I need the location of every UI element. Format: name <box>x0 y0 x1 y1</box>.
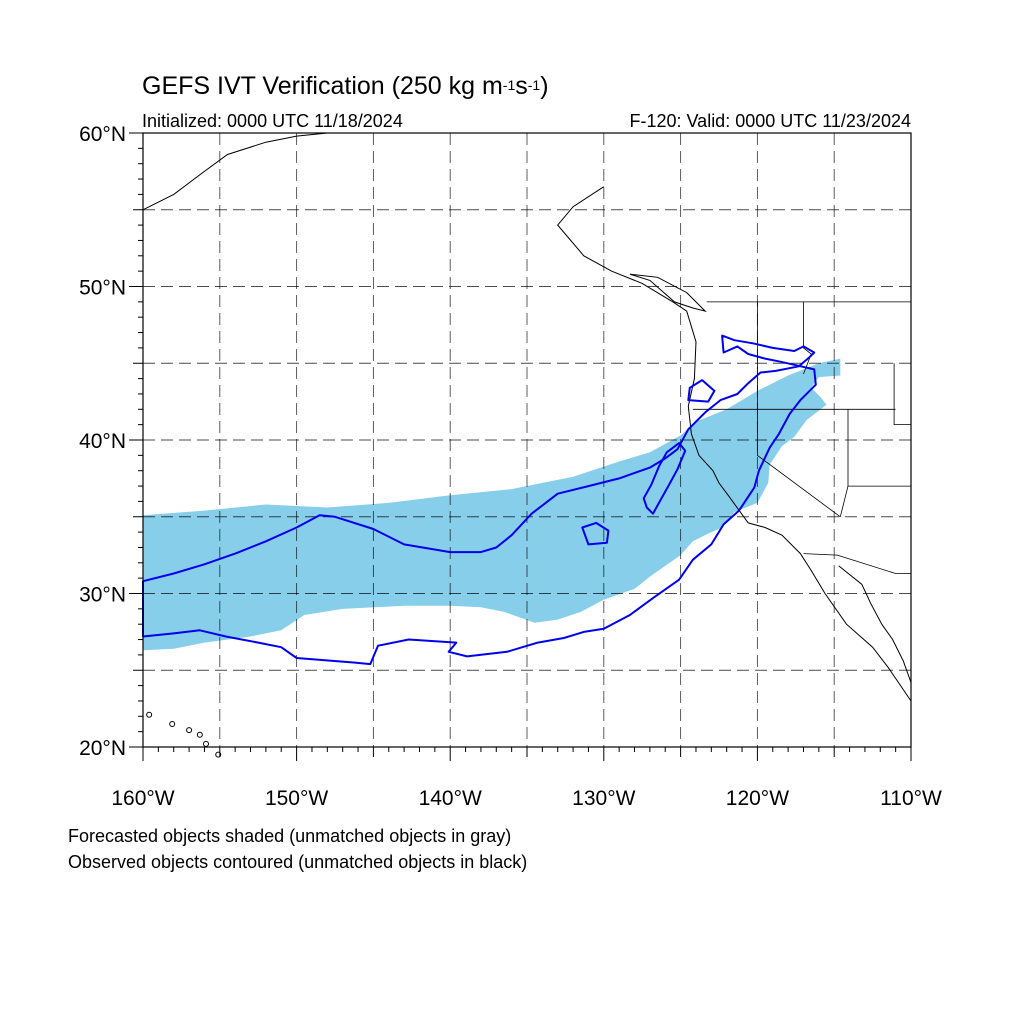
map-frame-layer <box>129 132 912 761</box>
hawaii-island <box>186 727 193 734</box>
forecast-object-layer <box>143 358 841 651</box>
state-border <box>803 301 812 375</box>
longitude-label: 150°W <box>265 787 328 810</box>
hawaii-island <box>169 720 176 727</box>
axis-label-layer: 60°N 50°N 40°N 30°N 20°N 160°W 150°W 140°W 130°W… <box>79 123 942 810</box>
state-border <box>803 553 911 574</box>
longitude-label: 120°W <box>726 787 789 810</box>
latitude-label: 60°N <box>79 123 126 146</box>
observed-legend-note: Observed objects contoured (unmatched ob… <box>68 852 528 872</box>
longitude-label: 130°W <box>572 787 635 810</box>
hawaii-island <box>202 740 209 747</box>
observed-object-contour <box>581 521 610 546</box>
pacific-coastline <box>557 186 912 702</box>
gulf-of-california-coast <box>838 565 912 683</box>
observed-object-contour <box>642 442 687 515</box>
init-time-label: Initialized: 0000 UTC 11/18/2024 <box>142 111 403 131</box>
valid-time-label: F-120: Valid: 0000 UTC 11/23/2024 <box>629 111 911 131</box>
alaska-coastline <box>142 132 328 211</box>
latitude-label: 40°N <box>79 430 126 453</box>
hawaii-island <box>196 731 203 738</box>
state-border <box>893 363 911 426</box>
latitude-label: 30°N <box>79 584 126 607</box>
longitude-label: 140°W <box>419 787 482 810</box>
observed-object-layer <box>142 334 817 666</box>
state-border <box>839 409 849 517</box>
map-title: GEFS IVT Verification (250 kg m-1s-1) <box>142 72 549 100</box>
longitude-label: 110°W <box>880 787 942 810</box>
forecast-legend-note: Forecasted objects shaded (unmatched obj… <box>68 826 512 846</box>
observed-object-contour <box>142 334 817 666</box>
hawaii-island <box>215 751 222 758</box>
observed-object-contour <box>687 379 716 403</box>
latitude-label: 50°N <box>79 277 126 300</box>
latitude-label: 20°N <box>79 737 126 760</box>
grid-layer <box>143 133 911 747</box>
vancouver-island <box>629 273 707 313</box>
longitude-label: 160°W <box>111 787 174 810</box>
hawaii-island <box>146 711 153 718</box>
forecast-object <box>143 358 841 651</box>
